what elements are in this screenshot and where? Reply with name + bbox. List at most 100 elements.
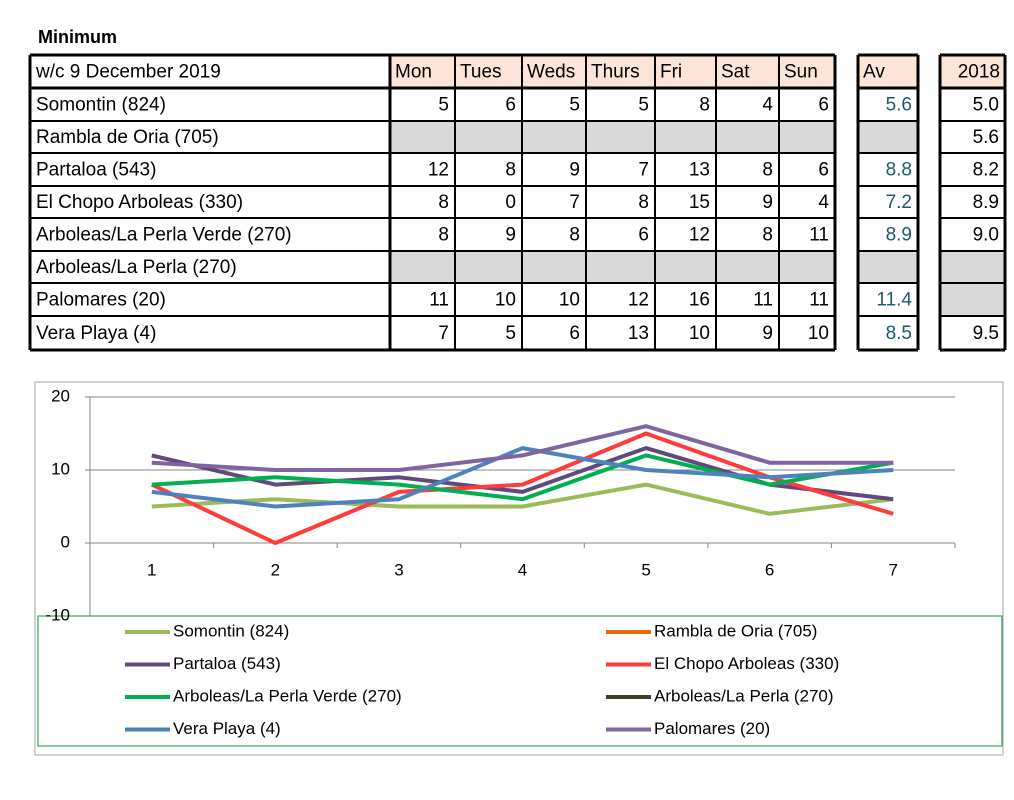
year-value: 5.6 bbox=[973, 127, 999, 148]
day-header: Tues bbox=[460, 62, 502, 83]
day-header: Fri bbox=[660, 62, 682, 83]
cell-value: 8 bbox=[699, 95, 710, 116]
cell-value: 7 bbox=[569, 192, 580, 213]
cell-value: 5 bbox=[505, 323, 516, 344]
empty-cell bbox=[522, 121, 586, 153]
cell-value: 9 bbox=[505, 225, 516, 246]
year-value: 9.0 bbox=[973, 225, 999, 246]
header-cell bbox=[586, 55, 655, 88]
cell-value: 11 bbox=[429, 290, 449, 311]
empty-cell bbox=[390, 121, 455, 153]
empty-cell bbox=[586, 121, 655, 153]
cell-value: 12 bbox=[689, 225, 710, 246]
y-tick-label: 20 bbox=[51, 386, 70, 405]
empty-cell bbox=[455, 251, 522, 283]
cell-value: 0 bbox=[505, 192, 516, 213]
y-tick-label: 0 bbox=[61, 532, 70, 551]
cell-value: 12 bbox=[428, 160, 449, 181]
empty-cell bbox=[858, 251, 918, 283]
header-cell bbox=[858, 55, 918, 88]
year-value: 8.9 bbox=[973, 192, 999, 213]
series-line bbox=[151, 446, 894, 509]
header-cell bbox=[455, 55, 522, 88]
legend-label: Rambla de Oria (705) bbox=[654, 621, 817, 640]
empty-cell bbox=[858, 121, 918, 153]
cell-value: 7 bbox=[438, 323, 449, 344]
cell-value: 10 bbox=[495, 290, 516, 311]
x-tick-label: 5 bbox=[641, 560, 650, 579]
cell-value: 9 bbox=[569, 160, 580, 181]
empty-cell bbox=[716, 251, 779, 283]
cell-value: 11 bbox=[753, 290, 773, 311]
cell-value: 10 bbox=[808, 323, 829, 344]
chart-frame bbox=[34, 381, 1004, 756]
cell-value: 12 bbox=[628, 290, 649, 311]
empty-cell bbox=[455, 121, 522, 153]
average-value: 11.4 bbox=[876, 290, 912, 311]
day-header: Sat bbox=[721, 62, 750, 83]
header-cell bbox=[779, 55, 835, 88]
av-header: Av bbox=[863, 62, 885, 83]
station-name: Partaloa (543) bbox=[36, 160, 156, 181]
day-header: Sun bbox=[784, 62, 818, 83]
header-cell bbox=[390, 55, 455, 88]
legend-label: Somontin (824) bbox=[173, 621, 289, 640]
series-line bbox=[151, 482, 894, 516]
station-name: Rambla de Oria (705) bbox=[36, 127, 219, 148]
cell-value: 11 bbox=[809, 225, 829, 246]
station-name: Arboleas/La Perla Verde (270) bbox=[36, 225, 292, 246]
cell-value: 6 bbox=[505, 95, 516, 116]
y-tick-label: -10 bbox=[45, 605, 70, 624]
cell-value: 6 bbox=[638, 225, 649, 246]
average-value: 8.9 bbox=[886, 225, 912, 246]
cell-value: 6 bbox=[818, 160, 829, 181]
x-tick-label: 3 bbox=[394, 560, 403, 579]
legend-label: Arboleas/La Perla Verde (270) bbox=[173, 686, 402, 705]
header-cell bbox=[716, 55, 779, 88]
empty-cell bbox=[655, 121, 716, 153]
cell-value: 15 bbox=[689, 192, 710, 213]
empty-cell bbox=[390, 251, 455, 283]
cell-value: 8 bbox=[569, 225, 580, 246]
station-name: Vera Playa (4) bbox=[36, 323, 156, 344]
empty-cell bbox=[779, 251, 835, 283]
cell-value: 6 bbox=[818, 95, 829, 116]
day-header: Mon bbox=[395, 62, 432, 83]
station-name: Somontin (824) bbox=[36, 95, 166, 116]
year-value: 9.5 bbox=[973, 323, 999, 344]
station-name: El Chopo Arboleas (330) bbox=[36, 192, 243, 213]
average-value: 5.6 bbox=[886, 95, 912, 116]
cell-value: 8 bbox=[438, 225, 449, 246]
legend-label: Arboleas/La Perla (270) bbox=[654, 686, 834, 705]
y-tick-label: 10 bbox=[51, 459, 70, 478]
header-cell bbox=[940, 55, 1005, 88]
average-value: 8.8 bbox=[886, 160, 912, 181]
series-line bbox=[151, 424, 894, 472]
cell-value: 8 bbox=[438, 192, 449, 213]
station-name: Palomares (20) bbox=[36, 290, 166, 311]
year-value: 8.2 bbox=[973, 160, 999, 181]
cell-value: 13 bbox=[689, 160, 710, 181]
average-value: 7.2 bbox=[886, 192, 912, 213]
header-cell bbox=[522, 55, 586, 88]
day-header: Thurs bbox=[591, 62, 640, 83]
empty-cell bbox=[940, 251, 1005, 283]
legend-box bbox=[37, 615, 1003, 747]
x-tick-label: 6 bbox=[765, 560, 774, 579]
year-header: 2018 bbox=[958, 62, 1000, 83]
cell-value: 8 bbox=[638, 192, 649, 213]
legend-label: Vera Playa (4) bbox=[173, 719, 281, 738]
day-header: Weds bbox=[527, 62, 575, 83]
x-tick-label: 2 bbox=[271, 560, 280, 579]
cell-value: 9 bbox=[762, 192, 773, 213]
cell-value: 10 bbox=[689, 323, 710, 344]
cell-value: 5 bbox=[638, 95, 649, 116]
cell-value: 8 bbox=[762, 225, 773, 246]
legend-label: El Chopo Arboleas (330) bbox=[654, 654, 839, 673]
empty-cell bbox=[522, 251, 586, 283]
x-tick-label: 4 bbox=[518, 560, 527, 579]
cell-value: 10 bbox=[559, 290, 580, 311]
cell-value: 5 bbox=[438, 95, 449, 116]
cell-value: 7 bbox=[638, 160, 649, 181]
